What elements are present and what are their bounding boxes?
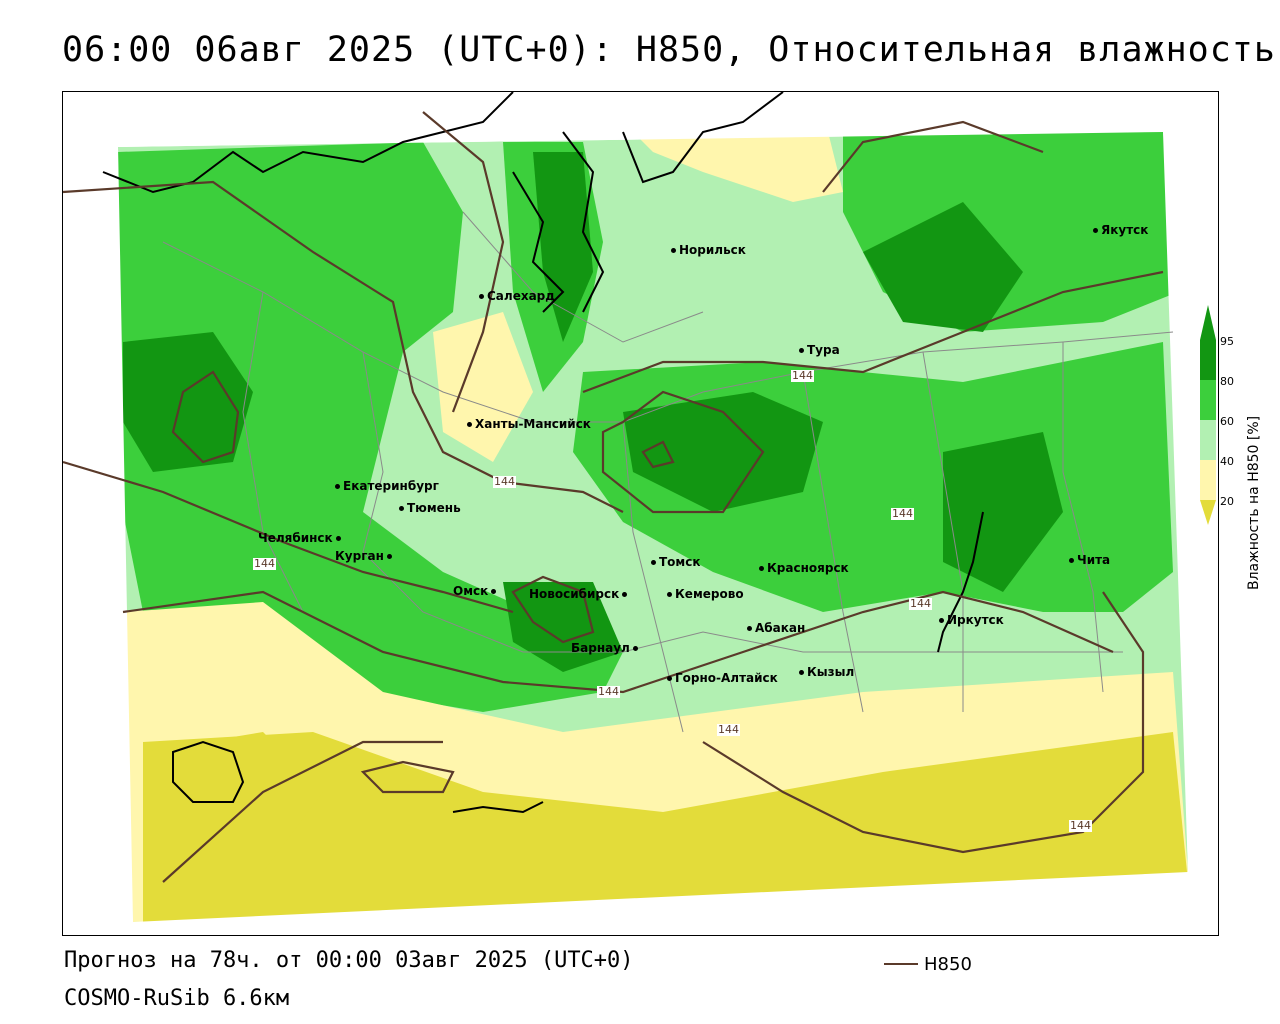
- city-dot: [667, 676, 672, 681]
- humidity-area-20-west-sea: [143, 732, 323, 882]
- contour-label: 144: [493, 475, 516, 488]
- humidity-area-40-interior: [433, 312, 533, 462]
- city-novosibirsk: Новосибирск: [529, 588, 630, 600]
- city-dot: [622, 592, 628, 597]
- humidity-area-95-b: [123, 332, 253, 472]
- city-abakan: Абакан: [747, 622, 805, 634]
- humidity-area-95-f: [533, 152, 593, 342]
- model-name: COSMO-RuSib 6.6км: [64, 986, 290, 1011]
- contour-label: 144: [891, 507, 914, 520]
- city-dot: [399, 506, 404, 511]
- city-khanty-mansiysk: Ханты-Мансийск: [467, 418, 591, 430]
- h850-legend-label: H850: [924, 954, 972, 975]
- city-dot: [651, 560, 656, 565]
- contour-label: 144: [1069, 819, 1092, 832]
- city-norilsk: Норильск: [671, 244, 746, 256]
- city-dot: [335, 484, 340, 489]
- humidity-area-95-c: [863, 202, 1023, 332]
- humidity-area-80-west: [118, 142, 623, 712]
- city-dot: [747, 626, 752, 631]
- city-chelyabinsk: Челябинск: [258, 532, 344, 544]
- city-kemerovo: Кемерово: [667, 588, 744, 600]
- humidity-map[interactable]: Якутск Норильск Салехард Тура Ханты-Манс…: [62, 91, 1219, 936]
- colorbar: [1200, 305, 1216, 525]
- city-dot: [491, 589, 497, 594]
- city-salekhard: Салехард: [479, 290, 555, 302]
- contour-label: 144: [791, 369, 814, 382]
- city-tura: Тура: [799, 344, 840, 356]
- humidity-area-20-south: [143, 732, 1188, 922]
- city-tyumen: Тюмень: [399, 502, 461, 514]
- humidity-area-95-e: [503, 582, 623, 672]
- city-omsk: Омск: [453, 585, 499, 597]
- contour-label: 144: [909, 597, 932, 610]
- city-dot: [467, 422, 472, 427]
- colorbar-tick-60: 60: [1220, 415, 1234, 428]
- city-tomsk: Томск: [651, 556, 701, 568]
- city-dot: [799, 348, 804, 353]
- h850-legend-line: [884, 963, 918, 965]
- city-dot: [335, 536, 341, 541]
- map-title: 06:00 06авг 2025 (UTC+0): H850, Относите…: [62, 30, 1276, 70]
- city-irkutsk: Иркутск: [939, 614, 1004, 626]
- colorbar-title: Влажность на H850 [%]: [1246, 415, 1262, 590]
- h850-contours: [63, 111, 1164, 883]
- colorbar-60: [1200, 420, 1216, 460]
- city-chita: Чита: [1069, 554, 1110, 566]
- humidity-area-95-d: [943, 432, 1063, 592]
- city-kyzyl: Кызыл: [799, 666, 854, 678]
- city-dot: [386, 554, 392, 559]
- colorbar-tick-80: 80: [1220, 375, 1234, 388]
- contour-label: 144: [597, 685, 620, 698]
- city-dot: [799, 670, 804, 675]
- colorbar-40: [1200, 460, 1216, 500]
- city-dot: [671, 248, 676, 253]
- colorbar-top-arrow: [1200, 305, 1216, 340]
- city-dot: [632, 646, 638, 651]
- contour-label: 144: [253, 557, 276, 570]
- city-barnaul: Барнаул: [571, 642, 641, 654]
- coastlines: [102, 92, 984, 814]
- colorbar-tick-40: 40: [1220, 455, 1234, 468]
- city-dot: [1093, 228, 1098, 233]
- map-canvas: [63, 92, 1218, 935]
- contour-label: 144: [717, 723, 740, 736]
- humidity-area-95-a: [623, 392, 823, 512]
- forecast-info: Прогноз на 78ч. от 00:00 03авг 2025 (UTC…: [64, 948, 634, 973]
- colorbar-80: [1200, 380, 1216, 420]
- colorbar-tick-95: 95: [1220, 335, 1234, 348]
- colorbar-20-arrow: [1200, 500, 1216, 525]
- city-krasnoyarsk: Красноярск: [759, 562, 849, 574]
- city-dot: [479, 294, 484, 299]
- colorbar-95: [1200, 340, 1216, 380]
- city-dot: [759, 566, 764, 571]
- city-dot: [939, 618, 944, 623]
- city-yekaterinburg: Екатеринбург: [335, 480, 439, 492]
- city-kurgan: Курган: [335, 550, 395, 562]
- city-dot: [1069, 558, 1074, 563]
- city-dot: [667, 592, 672, 597]
- city-gorno-altaysk: Горно-Алтайск: [667, 672, 778, 684]
- colorbar-tick-20: 20: [1220, 495, 1234, 508]
- city-yakutsk: Якутск: [1093, 224, 1148, 236]
